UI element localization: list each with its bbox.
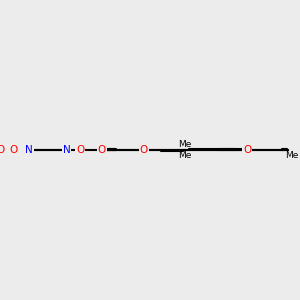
Text: Me: Me bbox=[285, 152, 298, 160]
Text: O: O bbox=[76, 145, 84, 155]
Text: N: N bbox=[63, 145, 70, 155]
Text: O: O bbox=[243, 145, 251, 155]
Text: N: N bbox=[25, 145, 33, 155]
Text: O: O bbox=[9, 145, 17, 155]
Text: O: O bbox=[98, 145, 106, 155]
Text: O: O bbox=[0, 145, 5, 155]
Text: Me: Me bbox=[178, 151, 191, 160]
Text: O: O bbox=[140, 145, 148, 155]
Text: Me: Me bbox=[178, 140, 191, 149]
